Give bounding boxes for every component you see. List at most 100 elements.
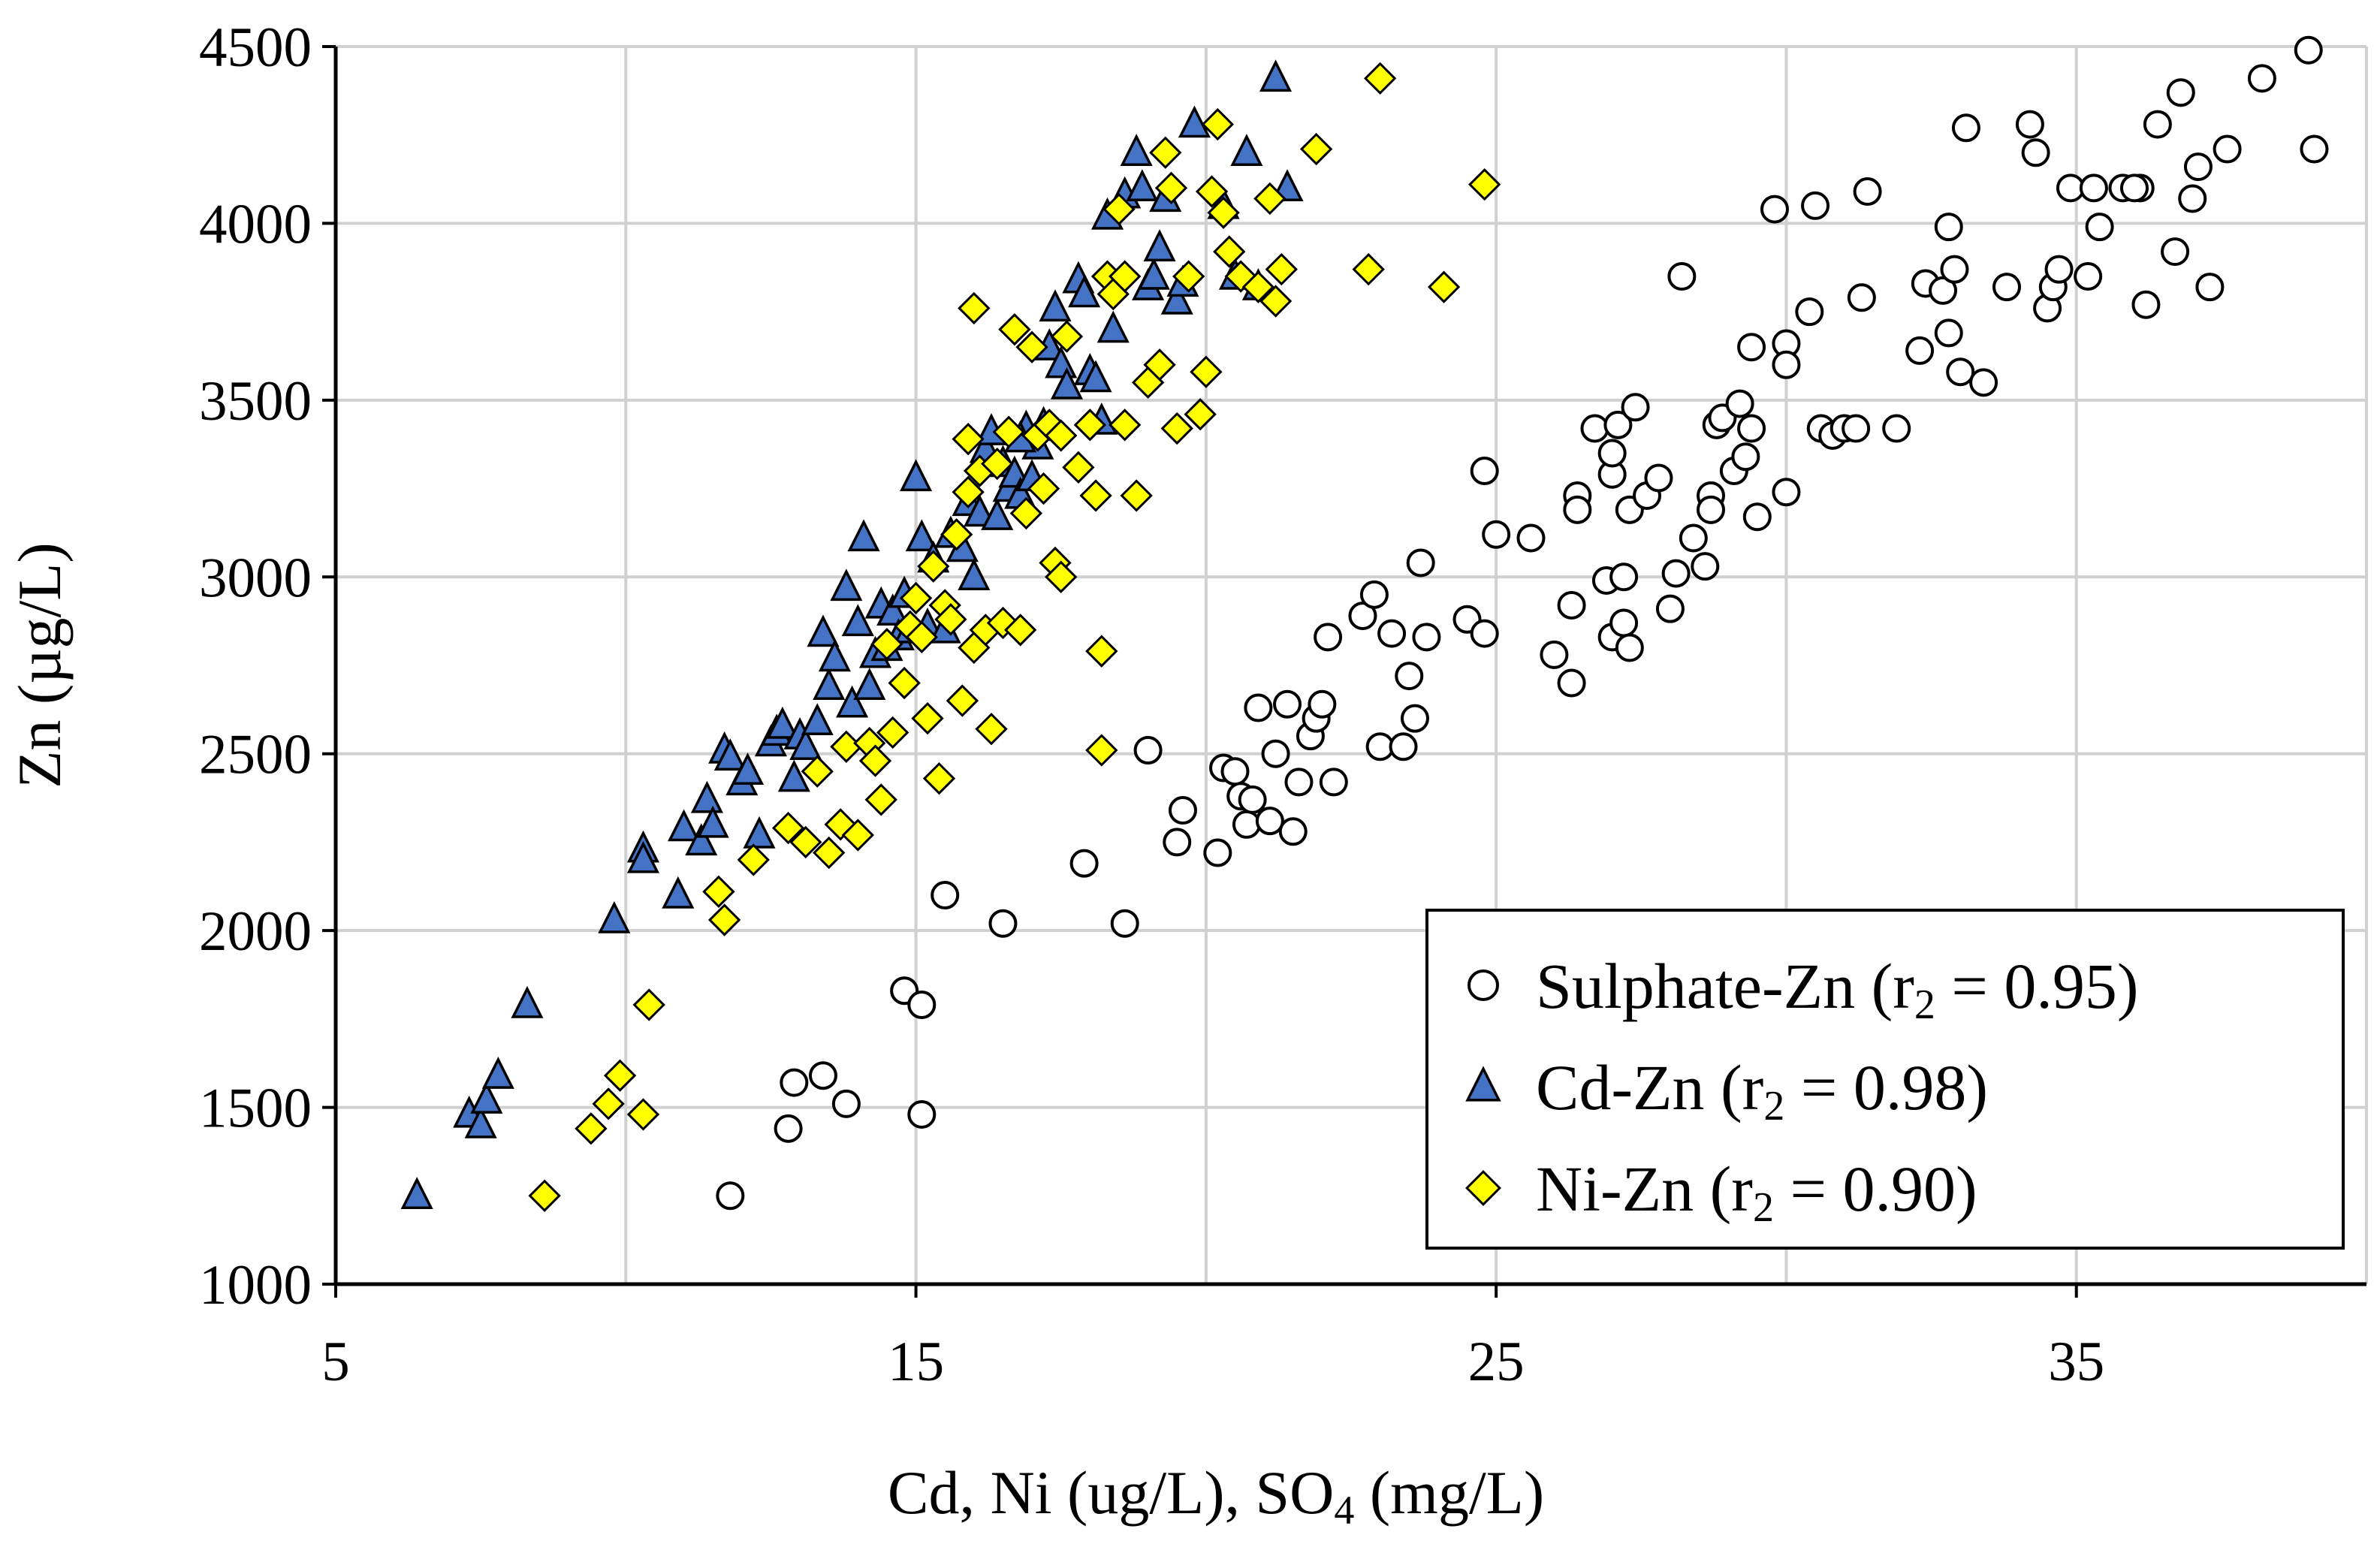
data-point [1725, 389, 1754, 418]
data-point [511, 985, 544, 1018]
data-point [470, 1081, 503, 1114]
data-point [632, 988, 665, 1021]
data-point [876, 593, 909, 626]
data-point [1120, 134, 1153, 166]
data-point [1644, 463, 1673, 493]
data-point [917, 550, 950, 583]
data-point [1039, 289, 1072, 322]
data-point [1133, 736, 1163, 765]
data-point [780, 1068, 809, 1097]
data-point [905, 519, 938, 552]
data-point [1045, 560, 1078, 593]
data-point [931, 881, 960, 910]
data-point [1319, 767, 1348, 797]
data-point [1597, 439, 1627, 468]
data-point [1655, 594, 1685, 623]
data-point [841, 604, 874, 637]
data-point [713, 738, 747, 771]
data-point [1737, 333, 1766, 362]
data-point [876, 716, 909, 749]
data-point [1801, 191, 1830, 220]
data-point [2143, 110, 2172, 139]
data-point [1946, 357, 1975, 387]
data-point [2015, 110, 2044, 139]
legend-label: Cd-Zn (r2 = 0.98) [1536, 1051, 1988, 1129]
data-point [1079, 360, 1112, 393]
y-tick-label: 1000 [199, 1254, 312, 1316]
data-point [1468, 167, 1501, 201]
data-point [1110, 909, 1139, 938]
data-point [662, 876, 695, 909]
data-point [1905, 336, 1935, 365]
data-point [940, 518, 973, 551]
data-point [1253, 182, 1287, 216]
data-point [1621, 393, 1650, 422]
data-point [813, 668, 846, 700]
data-point [1737, 414, 1766, 443]
y-axis-title: Zn (µg/L) [5, 542, 74, 788]
data-point [900, 459, 933, 492]
data-point [2300, 134, 2329, 164]
data-point [1557, 668, 1586, 698]
data-point [1470, 457, 1499, 486]
data-point [685, 823, 718, 856]
y-tick-label: 4500 [199, 17, 312, 79]
x-tick-label: 15 [888, 1331, 944, 1393]
data-point [831, 1089, 861, 1118]
data-point [1220, 757, 1250, 786]
data-point [1389, 732, 1418, 761]
data-point [1259, 59, 1293, 92]
data-point [1308, 689, 1337, 719]
legend-marker-triangle [1465, 1066, 1501, 1102]
legend-label: Ni-Zn (r2 = 0.90) [1536, 1153, 1977, 1231]
data-point [1934, 213, 1963, 242]
data-point [1278, 817, 1308, 846]
data-point [777, 759, 810, 792]
data-point [813, 836, 846, 870]
data-point [2021, 138, 2050, 167]
data-point [2079, 173, 2108, 203]
data-point [1109, 409, 1142, 442]
data-point [1096, 310, 1130, 343]
data-point [1265, 252, 1298, 286]
data-point [1203, 838, 1232, 867]
y-tick-label: 3500 [199, 370, 312, 433]
y-tick-label: 3000 [199, 547, 312, 609]
data-point [2213, 134, 2242, 164]
data-point [528, 1179, 561, 1212]
data-point [1934, 318, 1963, 348]
data-point [1259, 285, 1293, 318]
data-point [1352, 252, 1385, 286]
data-point [1201, 107, 1234, 141]
data-point [626, 1098, 660, 1131]
data-point [2294, 35, 2323, 65]
data-point [1160, 412, 1193, 445]
data-point [1195, 175, 1229, 208]
data-point [2085, 213, 2114, 242]
x-tick-label: 5 [321, 1331, 350, 1393]
data-point [836, 685, 869, 718]
series-cd-zn [400, 59, 1304, 1209]
data-point [716, 1181, 745, 1211]
axis-titles: Cd, Ni (ug/L), SO4 (mg/L) Zn (µg/L) [5, 542, 1544, 1533]
data-point [464, 1105, 497, 1138]
data-point [1238, 785, 1267, 814]
data-point [1068, 275, 1101, 308]
data-point [1069, 849, 1099, 878]
data-point [1120, 479, 1153, 512]
data-point [1149, 136, 1182, 169]
data-point [958, 291, 991, 325]
data-point [481, 1057, 514, 1089]
data-point [1853, 177, 1882, 207]
data-point [1190, 355, 1223, 388]
data-point [1557, 590, 1586, 620]
data-point [766, 706, 799, 739]
data-point [899, 581, 933, 615]
data-point [1137, 257, 1170, 290]
data-point [1232, 810, 1261, 839]
data-point [1760, 195, 1789, 224]
data-point [702, 875, 735, 909]
data-point [1615, 633, 1644, 662]
data-point [1772, 350, 1801, 379]
data-point [1109, 260, 1142, 293]
